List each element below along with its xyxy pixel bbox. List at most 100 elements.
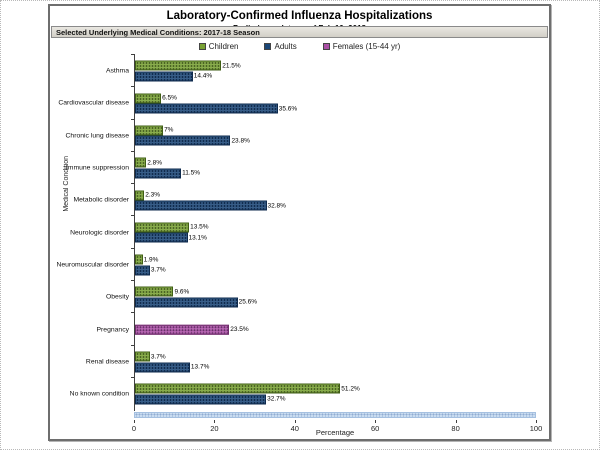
bar-value-label: 6.5%	[162, 94, 177, 102]
category-row: Neuromuscular disorder 1.9% 3.7%	[56, 247, 536, 281]
bar-value-label: 13.5%	[190, 223, 209, 231]
bar-value-label: 11.5%	[182, 169, 201, 177]
x-tick-label: 40	[290, 424, 299, 433]
bar-wrap: 7%	[135, 125, 536, 136]
category-label: Metabolic disorder	[73, 196, 129, 204]
x-tick-label: 100	[529, 424, 543, 433]
bar-adults	[135, 200, 267, 211]
category-label: Chronic lung disease	[65, 132, 129, 140]
bar-children	[135, 60, 222, 71]
bar-value-label: 13.1%	[188, 234, 207, 242]
bar-adults	[135, 135, 231, 146]
bar-adults	[135, 232, 188, 243]
category-label: Asthma	[105, 67, 129, 75]
x-tick-mark	[134, 420, 135, 423]
category-label: Cardiovascular disease	[58, 99, 129, 107]
bar-wrap: 23.5%	[135, 324, 536, 335]
chart-frame: Laboratory-Confirmed Influenza Hospitali…	[48, 4, 551, 441]
bar-group: 3.7% 13.7%	[135, 351, 536, 373]
bar-value-label: 3.7%	[150, 353, 166, 361]
bar-value-label: 32.7%	[267, 395, 286, 403]
x-tick-label: 80	[451, 424, 460, 433]
bar-group: 6.5% 35.6%	[135, 93, 536, 114]
bar-children	[135, 157, 147, 168]
x-axis-label: Percentage	[315, 428, 355, 437]
category-row: Neurologic disorder 13.5% 13.1%	[70, 215, 536, 248]
bar-value-label: 51.2%	[341, 385, 360, 393]
category-label: Renal disease	[85, 358, 129, 366]
bar-children	[135, 190, 145, 201]
bar-wrap: 3.7%	[135, 265, 536, 276]
bar-value-label: 14.4%	[193, 72, 213, 80]
bar-wrap: 13.1%	[135, 232, 536, 244]
category-label: Obesity	[105, 293, 129, 301]
bar-females-15-44-yr-	[135, 324, 230, 335]
chart-legend: Children Adults Females (15-44 yr)	[50, 41, 549, 51]
category-label: Neuromuscular disorder	[56, 261, 129, 269]
category-row: Chronic lung disease 7% 23.8%	[66, 118, 536, 152]
category-label: No known condition	[69, 390, 129, 398]
chart-title: Laboratory-Confirmed Influenza Hospitali…	[166, 10, 433, 22]
bar-wrap: 1.9%	[135, 254, 536, 265]
bar-children	[135, 351, 150, 362]
x-tick-mark	[455, 420, 457, 423]
bar-adults	[135, 71, 193, 82]
bar-group: 7% 23.8%	[135, 125, 536, 146]
category-row: Immune suppression 2.8% 11.5%	[66, 150, 536, 184]
legend-label: Adults	[274, 41, 297, 51]
legend-label: Females (15-44 yr)	[332, 41, 401, 51]
bar-wrap: 13.5%	[135, 222, 536, 233]
legend-label: Children	[208, 41, 239, 51]
bar-value-label: 23.8%	[231, 137, 250, 145]
bar-wrap: 13.7%	[135, 362, 536, 373]
chart-header-bar: Selected Underlying Medical Conditions: …	[51, 26, 548, 38]
legend-item: Females (15-44 yr)	[322, 41, 401, 51]
bar-value-label: 32.8%	[267, 202, 286, 210]
category-row: Metabolic disorder 2.3% 32.8%	[73, 183, 536, 216]
bar-wrap: 2.3%	[135, 190, 536, 201]
bar-wrap: 32.7%	[135, 394, 536, 405]
bar-group: 2.3% 32.8%	[135, 190, 536, 211]
category-row: Asthma 21.5% 14.4%	[106, 53, 536, 87]
full-width-band	[134, 412, 536, 418]
bar-wrap: 23.8%	[135, 135, 536, 147]
category-row: Cardiovascular disease 6.5% 35.6%	[58, 86, 536, 119]
bar-wrap: 25.6%	[135, 297, 536, 308]
bar-group: 51.2% 32.7%	[135, 383, 536, 405]
bar-adults	[135, 168, 182, 179]
bar-value-label: 9.6%	[174, 288, 190, 296]
bar-group: 9.6% 25.6%	[135, 286, 536, 308]
bar-value-label: 1.9%	[143, 256, 159, 264]
bar-group: 1.9% 3.7%	[135, 254, 536, 276]
x-axis: 0 20 40 60 80 100	[132, 420, 542, 440]
bar-wrap: 14.4%	[135, 71, 536, 82]
bar-value-label: 35.6%	[278, 105, 298, 113]
bar-value-label: 25.6%	[238, 298, 258, 306]
bar-children	[135, 286, 174, 297]
bar-value-label: 7%	[164, 126, 174, 134]
x-tick-label: 20	[210, 424, 219, 433]
bar-value-label: 23.5%	[230, 326, 249, 334]
bar-adults	[135, 362, 190, 373]
bar-adults	[135, 265, 150, 276]
bar-group: 21.5% 14.4%	[135, 60, 536, 82]
bar-adults	[135, 297, 238, 308]
bar-value-label: 21.5%	[222, 62, 241, 70]
bar-value-label: 2.3%	[145, 191, 161, 199]
bar-wrap: 21.5%	[135, 60, 536, 72]
bar-adults	[135, 394, 267, 405]
legend-swatch-icon	[264, 42, 272, 50]
category-label: Pregnancy	[96, 326, 130, 334]
bar-value-label: 3.7%	[150, 266, 166, 274]
bar-children	[135, 222, 190, 233]
plot-area: Asthma 21.5% 14.4% Cardiovascular disease 6.…	[56, 53, 542, 441]
bar-wrap: 3.7%	[135, 351, 536, 362]
legend-item: Children	[198, 41, 239, 51]
bar-wrap: 2.8%	[135, 157, 536, 169]
legend-swatch-icon	[322, 42, 330, 50]
plot-rows: Asthma 21.5% 14.4% Cardiovascular disease 6.…	[56, 53, 536, 411]
bar-wrap: 9.6%	[135, 286, 536, 298]
bar-wrap: 6.5%	[135, 93, 536, 104]
category-row: Renal disease 3.7% 13.7%	[86, 344, 536, 378]
